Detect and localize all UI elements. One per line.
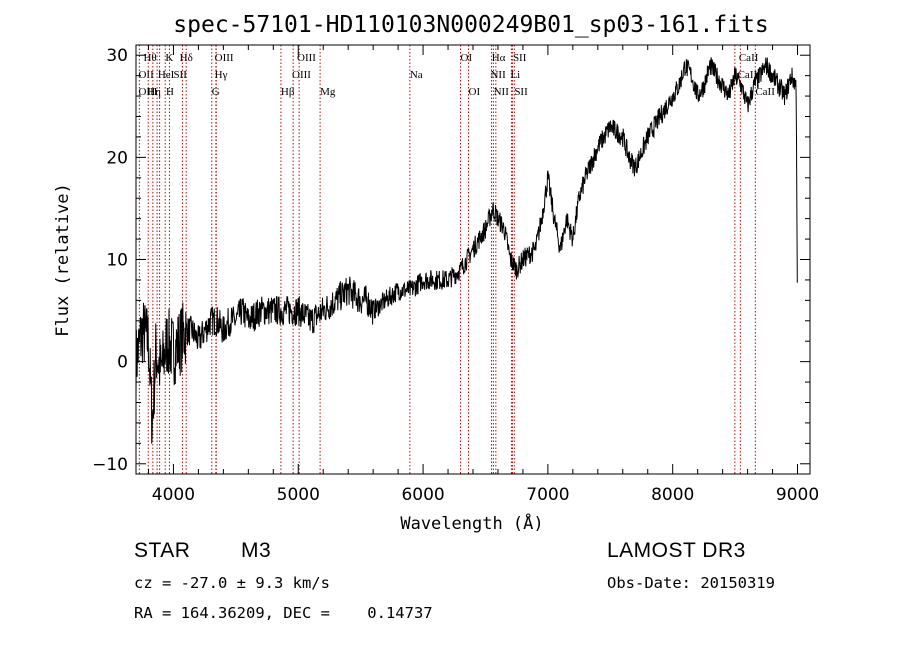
y-tick-label-0: 0 [117,353,128,373]
redshift-velocity: cz = -27.0 ± 9.3 km/s [134,574,330,592]
line-label-9: OII [138,69,154,81]
line-label-15: NII [490,69,506,81]
object-type: STAR [134,539,191,562]
axis-ticks: 4000 5000 6000 7000 8000 9000 −10 0 10 20 30 [92,45,819,505]
line-label-18: OIII [138,86,157,98]
y-tick-label-20: 20 [106,148,128,168]
line-label-2: Hδ [180,52,193,64]
x-tick-label-8000: 8000 [651,485,694,505]
line-label-5: OI [461,52,473,64]
x-tick-label-4000: 4000 [152,485,195,505]
y-tick-label-30: 30 [106,46,128,66]
line-label-23: Mg [320,86,336,98]
line-label-11: SII [173,69,187,81]
line-label-1: K [165,52,173,64]
y-tick-label--10: −10 [92,455,128,475]
line-label-21: G [212,86,220,98]
y-axis-label: Flux (relative) [53,183,73,337]
observation-date: Obs-Date: 20150319 [607,574,775,592]
line-label-4: OIII [297,52,316,64]
line-label-13: OIII [292,69,311,81]
line-label-27: CaII [755,86,775,98]
line-label-8: CaII [739,52,759,64]
line-label-17: CaII [738,69,758,81]
line-label-20: H [166,86,174,98]
x-tick-label-6000: 6000 [401,485,444,505]
x-axis-label: Wavelength (Å) [400,512,543,534]
spectrum-line [135,57,798,444]
line-label-16: Li [510,69,520,81]
chart-title: spec-57101-HD110103N000249B01_sp03-161.f… [173,12,768,38]
line-label-10: HeI [158,69,175,81]
line-label-6: Hα [492,52,506,64]
y-tick-label-10: 10 [106,251,128,271]
line-label-22: Hβ [281,86,295,98]
line-label-12: Hγ [215,69,228,81]
x-tick-label-7000: 7000 [526,485,569,505]
line-label-7: SII [513,52,527,64]
plot-frame [135,44,811,475]
object-subclass: M3 [241,539,272,562]
x-tick-label-5000: 5000 [277,485,320,505]
coordinates: RA = 164.36209, DEC = 0.14737 [134,604,433,622]
line-label-24: OI [469,86,481,98]
line-label-3: OIII [215,52,234,64]
line-label-14: Na [410,69,423,81]
line-label-25: NII [494,86,510,98]
line-label-19: Hη [147,86,161,98]
line-label-26: SII [514,86,528,98]
line-markers [138,45,756,474]
x-tick-label-9000: 9000 [776,485,819,505]
survey-name: LAMOST DR3 [607,539,746,562]
line-label-0: Hθ [143,52,156,64]
